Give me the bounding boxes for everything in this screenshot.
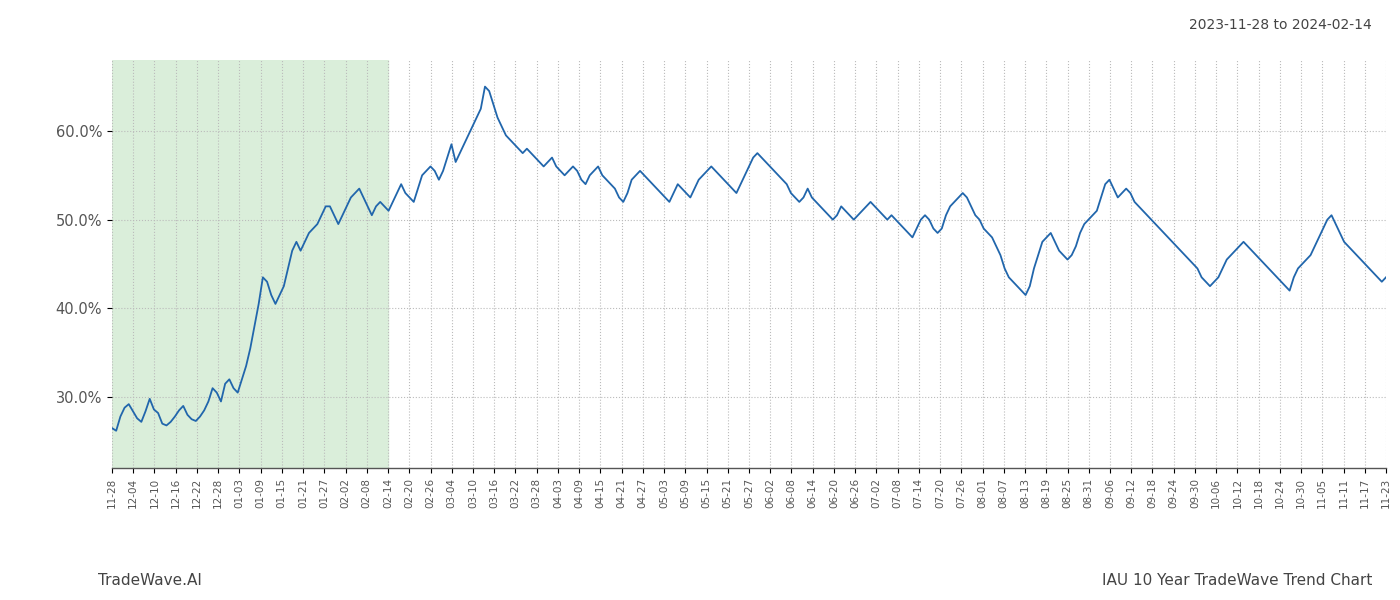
Text: IAU 10 Year TradeWave Trend Chart: IAU 10 Year TradeWave Trend Chart	[1102, 573, 1372, 588]
Text: TradeWave.AI: TradeWave.AI	[98, 573, 202, 588]
Bar	[112, 60, 388, 468]
Text: 2023-11-28 to 2024-02-14: 2023-11-28 to 2024-02-14	[1189, 18, 1372, 32]
